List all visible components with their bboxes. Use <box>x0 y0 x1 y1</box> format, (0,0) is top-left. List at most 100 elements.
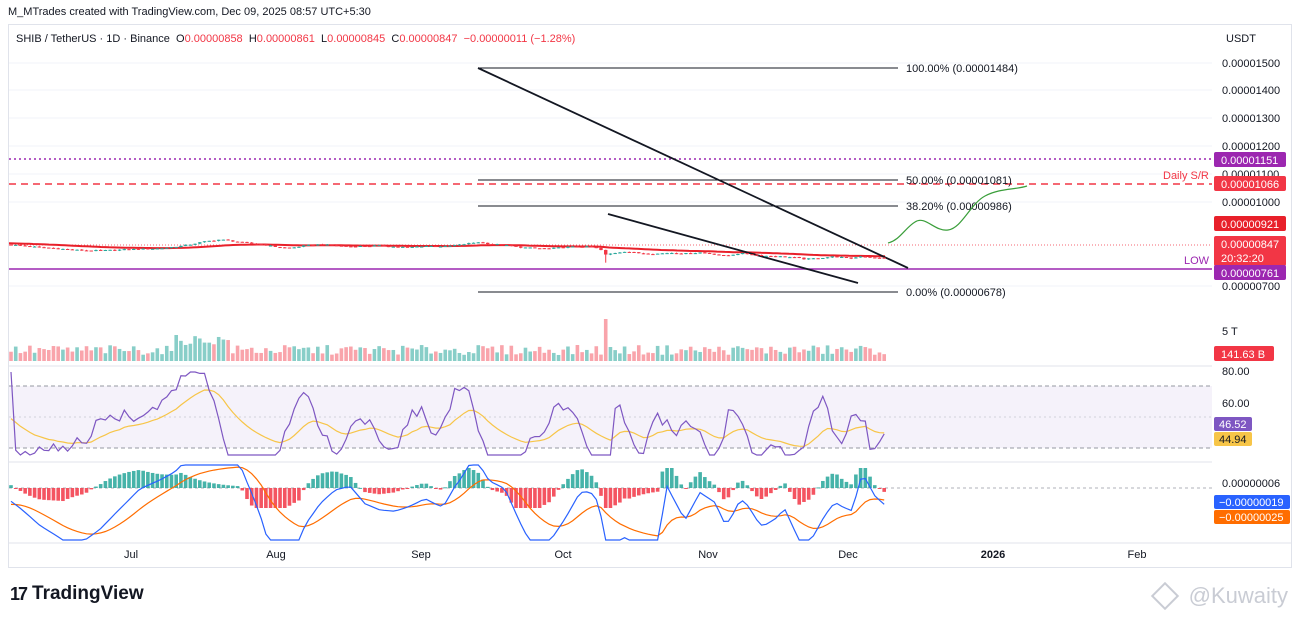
time-axis-label: Dec <box>838 549 858 561</box>
volume-bar <box>504 354 509 361</box>
volume-bar <box>306 347 311 361</box>
candle-body <box>353 246 358 248</box>
chart-container[interactable] <box>8 24 1292 568</box>
macd-histogram-bar <box>877 488 882 489</box>
price-badge <box>1214 152 1286 167</box>
macd-histogram-bar <box>349 477 353 488</box>
macd-histogram-bar <box>698 472 702 488</box>
volume-bar <box>816 347 820 361</box>
volume-badge-text: 141.63 B <box>1221 349 1265 361</box>
macd-histogram-bar <box>509 488 514 503</box>
candle-body <box>424 245 429 247</box>
macd-histogram-bar <box>164 474 169 488</box>
volume-bar <box>457 352 462 361</box>
candle-body <box>401 246 405 248</box>
macd-histogram-bar <box>839 478 844 488</box>
candle-body <box>566 246 570 248</box>
open-value: 0.00000858 <box>184 33 243 45</box>
candle-body <box>618 252 622 254</box>
candle-body <box>655 253 660 255</box>
candle-body <box>377 245 381 247</box>
volume-bar <box>830 353 835 361</box>
macd-histogram-bar <box>518 488 523 508</box>
rsi-value-text: 46.52 <box>1219 419 1247 431</box>
candle-body <box>70 249 75 251</box>
volume-bar <box>811 345 816 361</box>
macd-histogram-bar <box>113 476 117 488</box>
volume-bar <box>769 346 773 361</box>
volume-bar <box>712 351 717 361</box>
macd-histogram-bar <box>18 488 23 491</box>
candle-body <box>773 256 778 258</box>
volume-bar <box>542 352 547 361</box>
macd-histogram-bar <box>301 488 306 491</box>
macd-histogram-bar <box>646 488 650 494</box>
open-label: O <box>176 33 185 45</box>
macd-histogram-bar <box>282 488 287 508</box>
macd-histogram-bar <box>688 482 693 488</box>
volume-bar <box>273 352 278 361</box>
volume-bar <box>353 349 358 361</box>
close-value: 0.00000847 <box>399 33 458 45</box>
candle-body <box>703 252 707 254</box>
volume-bar <box>835 348 839 361</box>
tradingview-logo-text: TradingView <box>32 583 144 604</box>
macd-histogram-bar <box>122 473 127 488</box>
candle-body <box>622 251 627 253</box>
price-tick-label: 0.00001500 <box>1222 58 1280 70</box>
macd-histogram-bar <box>471 470 476 488</box>
volume-bar <box>169 350 174 361</box>
volume-bar <box>65 347 70 361</box>
macd-line <box>10 464 885 541</box>
candle-body <box>146 248 150 250</box>
macd-histogram-bar <box>245 488 249 500</box>
price-tick-label: 0.00001000 <box>1222 197 1280 209</box>
macd-histogram-bar <box>665 468 669 488</box>
macd-histogram-bar <box>193 478 197 488</box>
volume-bar <box>9 351 13 361</box>
macd-histogram-bar <box>872 485 877 488</box>
macd-histogram-bar <box>363 488 367 493</box>
volume-bar <box>320 353 325 361</box>
volume-bar <box>61 349 65 361</box>
macd-histogram-bar <box>264 488 268 508</box>
macd-histogram-bar <box>202 481 207 488</box>
volume-bar <box>613 350 617 361</box>
macd-histogram-bar <box>589 475 594 488</box>
candle-body <box>113 249 117 251</box>
candle-body <box>797 257 801 259</box>
macd-histogram-bar <box>731 488 735 491</box>
candle-body <box>561 247 565 249</box>
candle-body <box>311 245 315 247</box>
candle-body <box>202 241 207 243</box>
rsi-ma-line <box>10 389 885 447</box>
volume-bar <box>844 349 849 361</box>
volume-bar <box>608 347 613 361</box>
macd-histogram-bar <box>703 477 707 488</box>
candle-body <box>122 249 126 251</box>
candle-body <box>802 257 806 260</box>
macd-histogram-bar <box>419 483 424 488</box>
macd-value-text: −0.00000019 <box>1219 497 1284 509</box>
volume-bar <box>670 354 674 361</box>
candle-body <box>207 240 211 242</box>
volume-bar <box>731 347 735 361</box>
volume-bar <box>377 346 381 361</box>
volume-bar <box>462 354 466 361</box>
macd-histogram-bar <box>287 488 292 506</box>
volume-bar <box>518 353 523 361</box>
candle-body <box>349 246 353 248</box>
macd-histogram-bar <box>13 488 18 489</box>
volume-bar <box>386 350 391 361</box>
volume-bar <box>344 347 348 361</box>
volume-bar <box>179 340 183 361</box>
volume-bar <box>330 354 334 361</box>
candle-body <box>23 245 27 247</box>
tradingview-logo[interactable]: 17 TradingView <box>10 583 144 605</box>
candle-body <box>698 252 702 254</box>
macd-histogram-bar <box>415 485 419 488</box>
volume-bar <box>122 351 127 361</box>
macd-hist-label: 0.00000006 <box>1222 478 1280 490</box>
macd-histogram-bar <box>825 476 830 488</box>
